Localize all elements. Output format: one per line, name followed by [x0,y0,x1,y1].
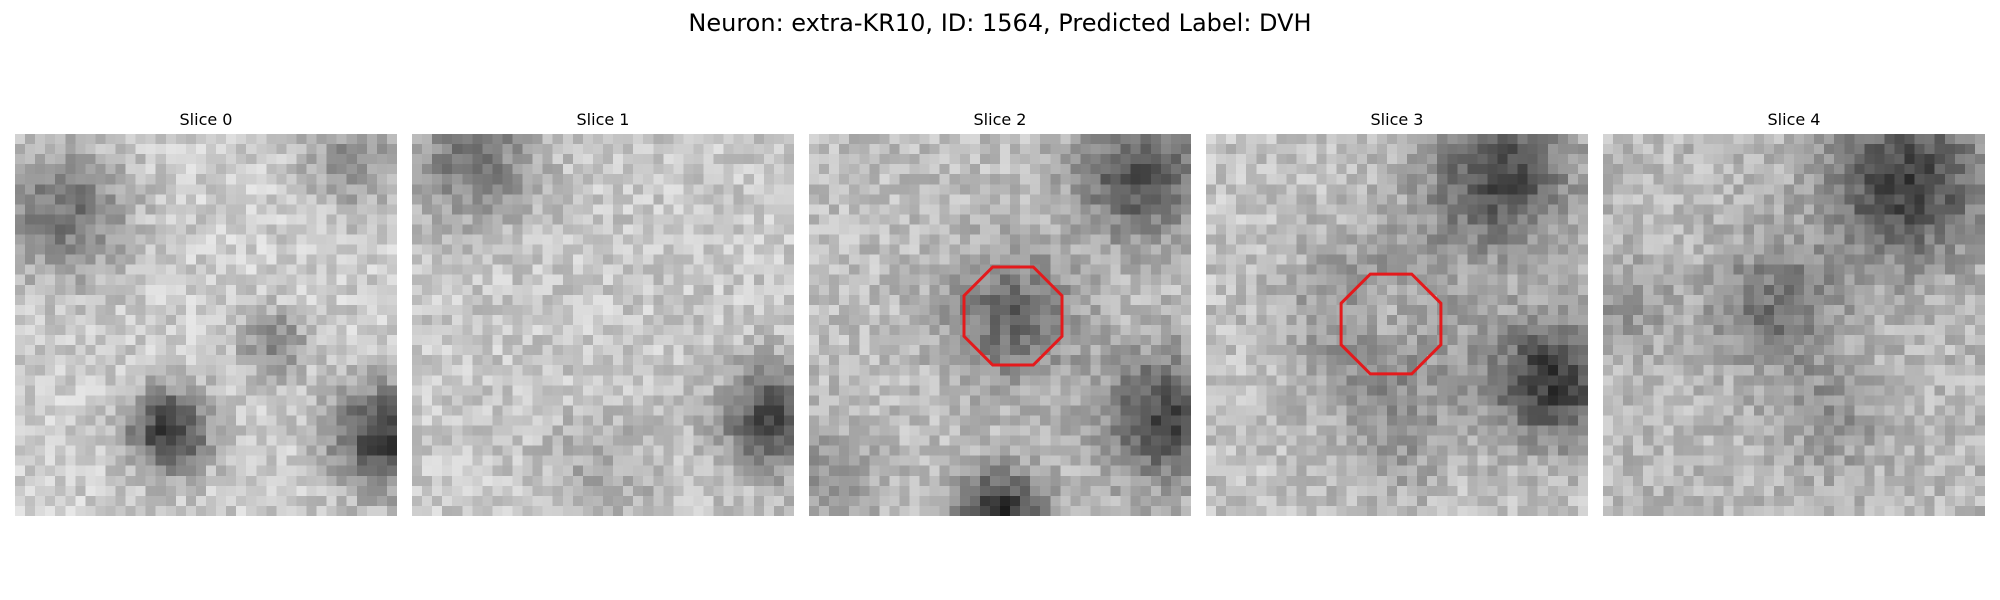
figure-title: Neuron: extra-KR10, ID: 1564, Predicted … [688,9,1312,37]
slice-image-4 [1603,134,1985,516]
slice-title-0: Slice 0 [179,110,233,129]
slice-title-4: Slice 4 [1767,110,1821,129]
slice-panel-2: Slice 2 [809,108,1191,516]
slice-panel-4: Slice 4 [1603,108,1985,516]
roi-outline-2 [962,265,1064,367]
slice-panel-0: Slice 0 [15,108,397,516]
slice-title-3: Slice 3 [1370,110,1424,129]
slice-image-1 [412,134,794,516]
slice-panel-3: Slice 3 [1206,108,1588,516]
slice-image-2 [809,134,1191,516]
slice-title-1: Slice 1 [576,110,630,129]
slice-panel-1: Slice 1 [412,108,794,516]
slice-image-3 [1206,134,1588,516]
slice-title-2: Slice 2 [973,110,1027,129]
slice-image-0 [15,134,397,516]
roi-outline-3 [1339,272,1443,376]
